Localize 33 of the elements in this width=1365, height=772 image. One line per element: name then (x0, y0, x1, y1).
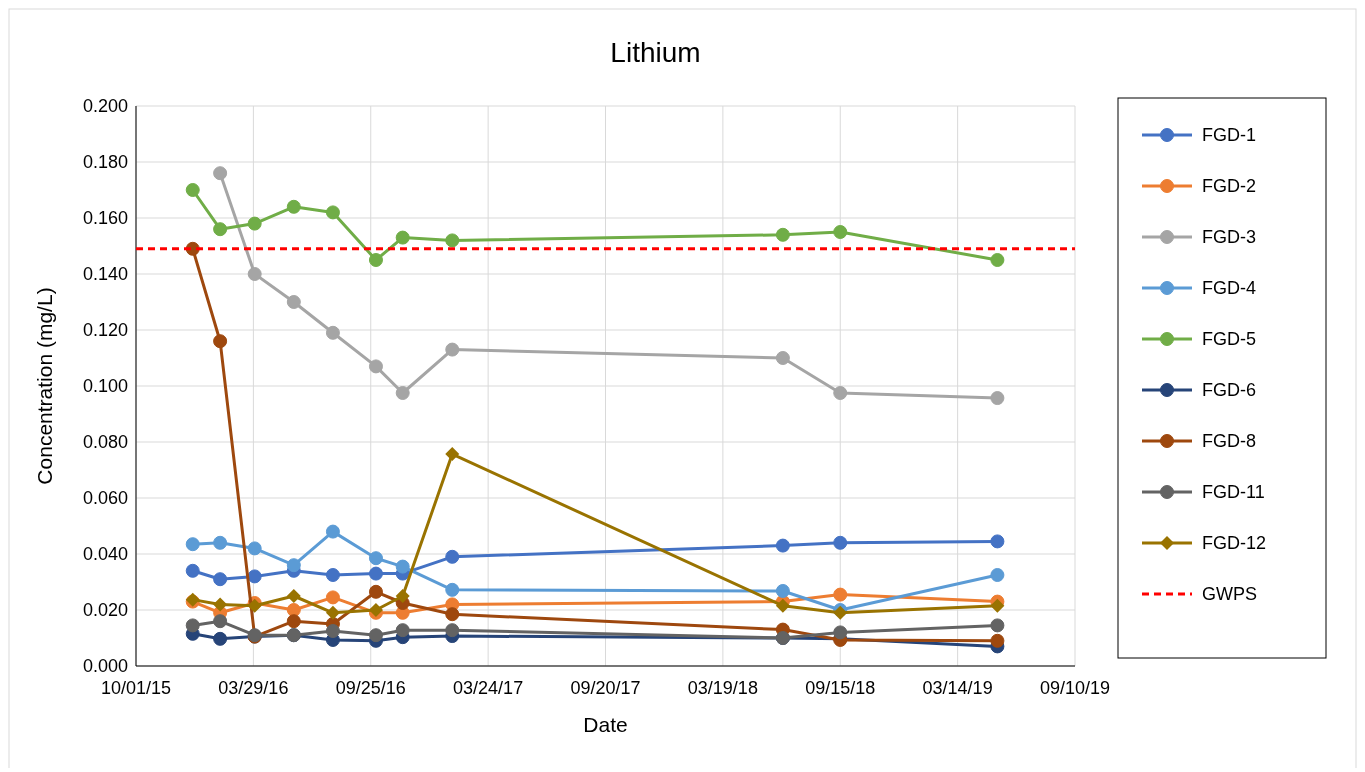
y-tick-label: 0.020 (82, 600, 128, 621)
legend-label: FGD-6 (1202, 380, 1256, 401)
y-tick-label: 0.100 (82, 376, 128, 397)
legend-label: FGD-5 (1202, 329, 1256, 350)
y-tick-label: 0.160 (82, 208, 128, 229)
chart-title: Lithium (610, 37, 701, 68)
y-tick-label: 0.080 (82, 432, 128, 453)
legend-label: FGD-3 (1202, 227, 1256, 248)
legend-label: FGD-2 (1202, 176, 1256, 197)
legend-label: GWPS (1202, 584, 1258, 605)
x-tick-label: 09/20/17 (570, 678, 641, 698)
y-tick-label: 0.000 (82, 656, 128, 677)
legend-label: FGD-4 (1202, 278, 1256, 299)
legend-label: FGD-8 (1202, 431, 1256, 452)
y-tick-label: 0.140 (82, 264, 128, 285)
x-tick-label: 03/29/16 (218, 678, 289, 698)
y-axis-title: Concentration (mg/L) (33, 287, 56, 485)
x-tick-label: 03/24/17 (453, 678, 524, 698)
x-tick-label: 10/01/15 (100, 678, 172, 698)
y-tick-label: 0.200 (82, 96, 128, 117)
y-tick-label: 0.180 (82, 152, 128, 173)
y-tick-label: 0.060 (82, 488, 128, 509)
legend-label: FGD-12 (1202, 533, 1267, 554)
x-tick-label: 03/14/19 (922, 678, 993, 698)
y-tick-label: 0.120 (82, 320, 128, 341)
x-tick-label: 09/10/19 (1039, 678, 1111, 698)
x-tick-label: 09/25/16 (335, 678, 406, 698)
legend-label: FGD-1 (1202, 125, 1256, 146)
x-tick-label: 03/19/18 (687, 678, 758, 698)
y-tick-label: 0.040 (82, 544, 128, 565)
x-tick-label: 09/15/18 (805, 678, 876, 698)
x-axis-title: Date (583, 713, 628, 736)
legend-label: FGD-11 (1202, 482, 1265, 503)
